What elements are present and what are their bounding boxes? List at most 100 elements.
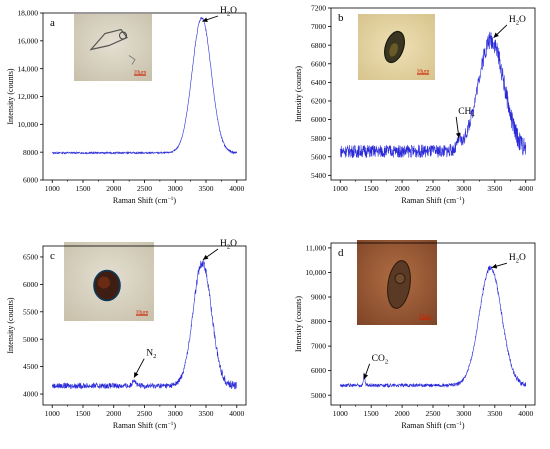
- peak-annotation-label: CH4: [458, 107, 475, 119]
- y-axis-title: Intensity (counts): [6, 297, 15, 354]
- scale-bar-label: 10μm: [136, 310, 149, 316]
- y-tick-label: 7200: [311, 4, 326, 13]
- annotation-arrowhead: [491, 263, 498, 269]
- inclusion-micrograph: 10μm: [64, 242, 154, 321]
- y-axis-title: Intensity (counts): [294, 66, 303, 123]
- inclusion-outline: [387, 260, 411, 309]
- panel-letter: a: [50, 17, 55, 29]
- annotation-arrowhead: [455, 132, 461, 139]
- scale-bar-label: 10μm: [419, 314, 432, 320]
- spectrum-line: [52, 16, 238, 155]
- x-axis-title: Raman Shift (cm−1): [113, 196, 177, 205]
- x-axis-title: Raman Shift (cm−1): [401, 196, 465, 205]
- spectrum-line: [339, 265, 527, 388]
- spectrum-panel-b: 10μm 1000 1500 2000 2500 3000 3500 4000 5400 5600…: [294, 4, 536, 205]
- spectrum-panel-d: 10μm 1000 1500 2000 2500 3000 3500 4000 5000 6000…: [294, 240, 536, 430]
- y-tick-label: 12,000: [17, 92, 38, 101]
- x-tick-label: 2000: [106, 184, 121, 193]
- annotation-arrowhead: [134, 372, 139, 378]
- y-tick-label: 4500: [23, 362, 38, 371]
- x-tick-label: 1000: [333, 184, 348, 193]
- x-tick-label: 2000: [106, 409, 121, 418]
- x-tick-label: 4000: [518, 184, 533, 193]
- y-tick-label: 5000: [311, 391, 326, 400]
- x-tick-label: 2500: [137, 184, 152, 193]
- peak-annotation-label: H2O: [509, 15, 526, 27]
- x-tick-label: 3000: [168, 184, 183, 193]
- y-tick-label: 6000: [23, 280, 38, 289]
- x-tick-label: 3500: [487, 184, 502, 193]
- x-tick-label: 1500: [75, 409, 90, 418]
- x-tick-label: 4000: [229, 184, 244, 193]
- y-tick-label: 6800: [311, 41, 326, 50]
- x-tick-label: 1500: [364, 184, 379, 193]
- x-tick-label: 2000: [395, 409, 410, 418]
- y-tick-label: 16,000: [17, 36, 38, 45]
- annotation-arrowhead: [493, 32, 499, 38]
- x-tick-label: 1500: [364, 409, 379, 418]
- y-tick-label: 5500: [23, 307, 38, 316]
- panel-letter: b: [338, 12, 344, 24]
- y-tick-label: 18,000: [17, 9, 38, 18]
- x-tick-label: 2500: [137, 409, 152, 418]
- y-tick-label: 6200: [311, 97, 326, 106]
- y-axis-title: Intensity (counts): [294, 296, 303, 353]
- y-tick-label: 5000: [23, 335, 38, 344]
- peak-annotation-label: H2O: [220, 239, 237, 251]
- y-tick-label: 5600: [311, 152, 326, 161]
- inclusion-micrograph: 10μm: [74, 14, 152, 81]
- y-tick-label: 5400: [311, 171, 326, 180]
- y-tick-label: 6500: [23, 253, 38, 262]
- y-tick-label: 7000: [311, 342, 326, 351]
- x-tick-label: 4000: [518, 409, 533, 418]
- x-tick-label: 2500: [426, 184, 441, 193]
- annotation-arrowhead: [363, 373, 369, 380]
- x-tick-label: 3500: [199, 409, 214, 418]
- y-tick-label: 8000: [23, 148, 38, 157]
- x-tick-label: 1000: [333, 409, 348, 418]
- inclusion-micrograph: 10μm: [358, 14, 435, 80]
- x-tick-label: 4000: [229, 409, 244, 418]
- y-tick-label: 9000: [311, 293, 326, 302]
- spectrum-panel-c: 10μm 1000 1500 2000 2500 3000 3500 4000 4000 4500…: [6, 239, 247, 430]
- spectrum-line: [51, 259, 238, 390]
- annotation-arrowhead: [202, 254, 209, 260]
- inclusion-outline: [89, 28, 128, 51]
- peak-annotation-label: H2O: [220, 6, 237, 18]
- y-tick-label: 8000: [311, 317, 326, 326]
- x-tick-label: 2500: [426, 409, 441, 418]
- scale-bar-label: 10μm: [417, 69, 430, 75]
- y-tick-label: 6000: [311, 366, 326, 375]
- scale-bar-label: 10μm: [134, 70, 147, 76]
- spectrum-panel-a: 10μm 1000 1500 2000 2500 3000 3500 4000 6000 8000…: [6, 6, 247, 205]
- x-tick-label: 3500: [487, 409, 502, 418]
- y-tick-label: 4000: [23, 390, 38, 399]
- x-tick-label: 2000: [395, 184, 410, 193]
- y-tick-label: 7000: [311, 22, 326, 31]
- y-tick-label: 6000: [23, 176, 38, 185]
- y-tick-label: 11,000: [306, 244, 327, 253]
- spectrum-line: [339, 31, 527, 159]
- x-tick-label: 1000: [45, 184, 60, 193]
- y-tick-label: 5800: [311, 134, 326, 143]
- x-tick-label: 3000: [456, 409, 471, 418]
- y-tick-label: 6600: [311, 59, 326, 68]
- x-tick-label: 3000: [456, 184, 471, 193]
- x-tick-label: 1000: [45, 409, 60, 418]
- y-tick-label: 6000: [311, 115, 326, 124]
- inclusion-micrograph: 10μm: [357, 240, 437, 325]
- y-tick-label: 10,000: [305, 268, 326, 277]
- peak-annotation-label: N2: [146, 349, 156, 361]
- y-axis-title: Intensity (counts): [6, 68, 15, 125]
- panel-letter: d: [338, 247, 344, 259]
- x-tick-label: 3000: [168, 409, 183, 418]
- peak-annotation-label: H2O: [509, 253, 526, 265]
- y-tick-label: 10,000: [17, 120, 38, 129]
- x-axis-title: Raman Shift (cm−1): [113, 421, 177, 430]
- panel-letter: c: [50, 250, 55, 262]
- peak-annotation-label: CO2: [372, 354, 388, 366]
- x-tick-label: 1500: [75, 184, 90, 193]
- y-tick-label: 14,000: [17, 64, 38, 73]
- annotation-arrowhead: [202, 17, 208, 23]
